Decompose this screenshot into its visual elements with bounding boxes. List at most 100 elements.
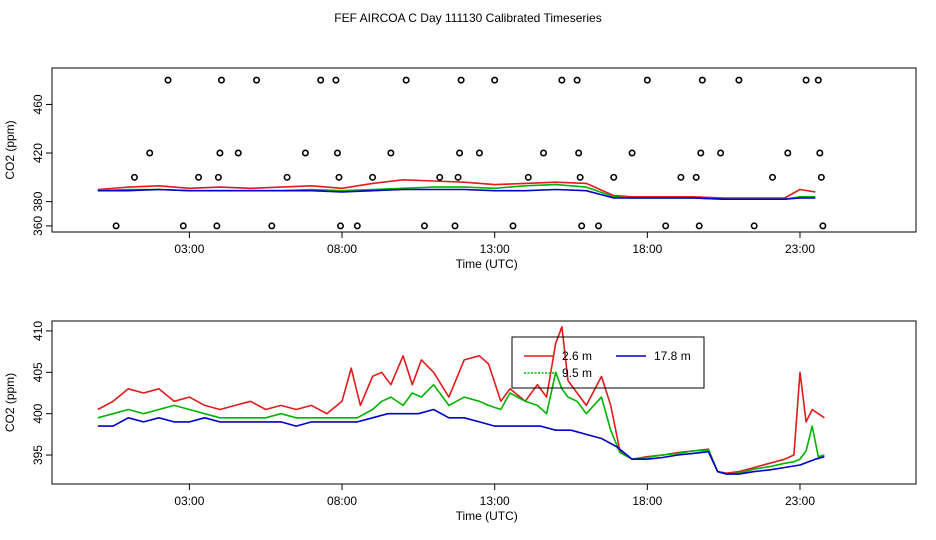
data-point (662, 222, 670, 230)
data-point (369, 173, 377, 181)
x-tick-label: 13:00 (480, 242, 510, 256)
y-tick-label: 460 (31, 94, 45, 114)
y-axis-label: CO2 (ppm) (3, 373, 17, 432)
y-tick-label: 380 (31, 191, 45, 211)
data-point (750, 222, 758, 230)
data-point (387, 149, 395, 157)
data-point (353, 222, 361, 230)
y-axis-label: CO2 (ppm) (3, 120, 17, 179)
data-point (558, 76, 566, 84)
top-panel: 03:00 08:00 13:00 18:00 23:00 360 380 420 460 Tim… (3, 67, 917, 271)
series-line-2-6-m (97, 325, 825, 475)
data-point (335, 173, 343, 181)
data-point (524, 173, 532, 181)
y-tick-label: 395 (31, 445, 45, 465)
x-tick-label: 18:00 (632, 242, 662, 256)
data-point (333, 149, 341, 157)
data-point (217, 76, 225, 84)
data-point (735, 76, 743, 84)
data-point (802, 76, 810, 84)
data-point (628, 149, 636, 157)
data-point (451, 222, 459, 230)
data-point (454, 173, 462, 181)
data-point (475, 149, 483, 157)
data-point (216, 149, 224, 157)
data-point (456, 149, 464, 157)
bottom-panel: 03:00 08:00 13:00 18:00 23:00 395 400 405 410 Tim… (3, 320, 917, 523)
plot-area (97, 325, 825, 475)
data-point (146, 149, 154, 157)
y-tick-label: 400 (31, 403, 45, 423)
plot-frame (51, 67, 917, 233)
data-point (695, 222, 703, 230)
x-tick-label: 08:00 (327, 494, 357, 508)
legend-label: 9.5 m (562, 366, 592, 380)
data-point (540, 149, 548, 157)
data-point (213, 222, 221, 230)
chart-title: FEF AIRCOA C Day 111130 Calibrated Times… (334, 11, 601, 25)
x-tick-label: 13:00 (480, 494, 510, 508)
data-point (573, 76, 581, 84)
data-point (784, 149, 792, 157)
y-tick-label: 360 (31, 216, 45, 236)
data-point (112, 222, 120, 230)
data-point (769, 173, 777, 181)
series-line-2-6-m (97, 179, 816, 199)
data-point (817, 173, 825, 181)
data-point (643, 76, 651, 84)
data-point (436, 173, 444, 181)
data-point (610, 173, 618, 181)
data-point (814, 76, 822, 84)
data-point (234, 149, 242, 157)
data-point (283, 173, 291, 181)
x-axis-label: Time (UTC) (456, 509, 518, 523)
series-line-17-8-m (97, 188, 816, 200)
plot-area (97, 76, 827, 230)
data-point (130, 173, 138, 181)
y-tick-label: 420 (31, 143, 45, 163)
data-point (253, 76, 261, 84)
x-axis-label: Time (UTC) (456, 257, 518, 271)
data-point (317, 76, 325, 84)
x-tick-label: 08:00 (327, 242, 357, 256)
x-tick-label: 03:00 (174, 242, 204, 256)
data-point (491, 76, 499, 84)
x-tick-label: 03:00 (174, 494, 204, 508)
series-line-9-5-m (97, 371, 825, 475)
legend-label: 17.8 m (654, 349, 691, 363)
x-tick-label: 23:00 (785, 494, 815, 508)
data-point (457, 76, 465, 84)
data-point (195, 173, 203, 181)
data-point (819, 222, 827, 230)
data-point (268, 222, 276, 230)
legend-label: 2.6 m (562, 349, 592, 363)
data-point (420, 222, 428, 230)
data-point (697, 149, 705, 157)
data-point (575, 149, 583, 157)
data-point (578, 222, 586, 230)
plot-frame (51, 320, 917, 485)
data-point (332, 76, 340, 84)
data-point (164, 76, 172, 84)
y-tick-label: 410 (31, 321, 45, 341)
data-point (816, 149, 824, 157)
data-point (301, 149, 309, 157)
data-point (214, 173, 222, 181)
x-tick-label: 18:00 (632, 494, 662, 508)
data-point (509, 222, 517, 230)
data-point (337, 222, 345, 230)
series-line-17-8-m (97, 408, 825, 475)
data-point (717, 149, 725, 157)
legend-box (511, 336, 705, 389)
legend: 2.6 m 17.8 m 9.5 m (511, 336, 705, 389)
data-point (692, 173, 700, 181)
data-point (402, 76, 410, 84)
x-tick-label: 23:00 (785, 242, 815, 256)
data-point (179, 222, 187, 230)
y-tick-label: 405 (31, 362, 45, 382)
data-point (698, 76, 706, 84)
data-point (576, 173, 584, 181)
data-point (677, 173, 685, 181)
data-point (594, 222, 602, 230)
